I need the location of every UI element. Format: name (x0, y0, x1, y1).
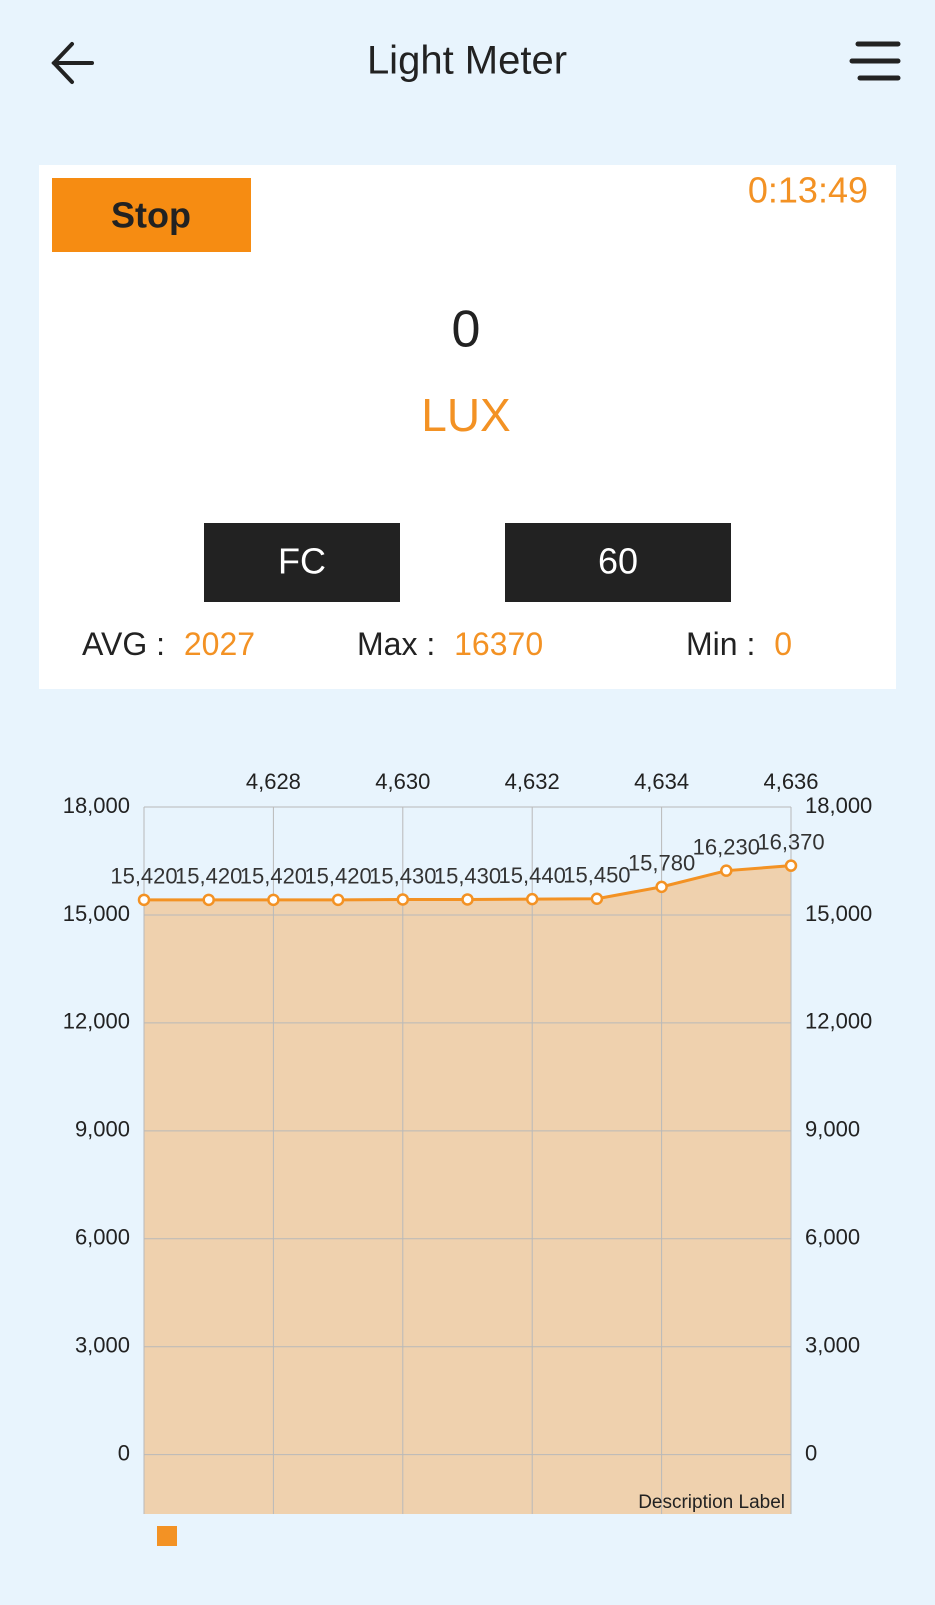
point (720, 864, 733, 877)
point (396, 893, 410, 906)
y-tick-label: 12,000 (63, 1009, 130, 1034)
max-label: Max : (357, 626, 435, 662)
y2-tick-label: 18,000 (805, 793, 872, 818)
x-tick-label: 4,632 (505, 769, 560, 794)
x-tick-label: 4,628 (246, 769, 301, 794)
x-tick-label: 4,636 (763, 769, 818, 794)
max-value: 16370 (454, 626, 543, 662)
min-value: 0 (774, 626, 792, 662)
value-label: 15,420 (304, 864, 371, 889)
menu-button[interactable] (849, 41, 901, 81)
point (784, 859, 798, 872)
value-label: 15,450 (563, 863, 630, 888)
avg-label: AVG : (82, 626, 165, 662)
y-tick-label: 18,000 (63, 793, 130, 818)
unit-button[interactable] (204, 523, 400, 602)
min-label: Min : (686, 626, 755, 662)
avg-value: 2027 (184, 626, 255, 662)
value-label: 15,430 (369, 863, 436, 888)
legend-marker (157, 1526, 177, 1546)
y2-tick-label: 9,000 (805, 1117, 860, 1142)
y2-tick-label: 3,000 (805, 1333, 860, 1358)
interval-button-label: 60 (598, 541, 638, 582)
value-label: 15,780 (628, 851, 695, 876)
y2-tick-label: 15,000 (805, 901, 872, 926)
y2-tick-label: 12,000 (805, 1009, 872, 1034)
y-tick-label: 3,000 (75, 1333, 130, 1358)
value-label: 15,440 (499, 863, 566, 888)
stop-label: Stop (111, 195, 191, 236)
value-label: 15,420 (110, 864, 177, 889)
x-tick-label: 4,630 (375, 769, 430, 794)
chart: 0 3,000 6,000 9,000 12,000 15,000 18,000 0 3,000… (63, 769, 872, 1546)
x-tick-label: 4,634 (634, 769, 689, 794)
point (202, 893, 215, 907)
interval-button[interactable] (505, 523, 731, 602)
panel (39, 165, 896, 689)
unit-button-label: FC (278, 541, 326, 582)
point (461, 893, 474, 906)
stats: AVG : 2027 Max : 16370 Min : 0 (82, 626, 792, 662)
unit: LUX (421, 389, 510, 441)
timer: 0:13:49 (748, 170, 868, 211)
y2-tick-label: 0 (805, 1440, 817, 1465)
area (144, 865, 791, 1514)
y-tick-label: 0 (118, 1440, 130, 1465)
y2-tick-label: 6,000 (805, 1225, 860, 1250)
y-tick-label: 9,000 (75, 1117, 130, 1142)
description: Description Label (638, 1492, 785, 1513)
value-label: 15,420 (175, 864, 242, 889)
point (525, 892, 539, 906)
point (137, 893, 151, 907)
point (590, 892, 604, 905)
value-label: 16,230 (693, 834, 760, 859)
value-label: 15,420 (240, 864, 307, 889)
point (331, 893, 345, 907)
value-label: 15,430 (434, 863, 501, 888)
y-tick-label: 15,000 (63, 901, 130, 926)
stop-button[interactable] (52, 178, 251, 252)
point (655, 880, 668, 894)
title: Light Meter (367, 39, 567, 83)
y-tick-label: 6,000 (75, 1225, 130, 1250)
reading: 0 (452, 301, 481, 359)
back-button[interactable] (51, 42, 94, 84)
value-label: 16,370 (757, 829, 824, 854)
point (267, 893, 280, 907)
